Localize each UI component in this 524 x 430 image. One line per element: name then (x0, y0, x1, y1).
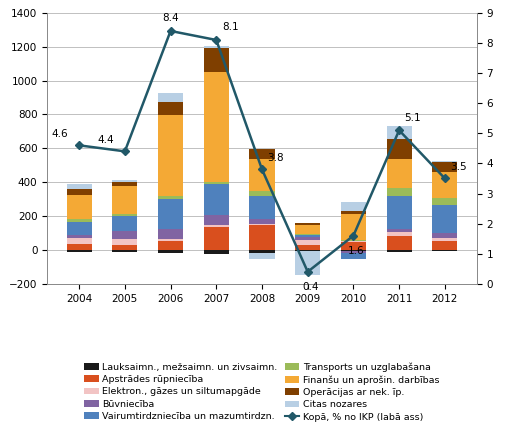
Bar (387, 139, 412, 159)
Bar (67, 234, 92, 238)
Bar (112, 239, 137, 245)
Bar (158, 242, 183, 250)
Bar (112, 250, 137, 252)
Bar (249, 149, 275, 159)
Bar (341, 243, 366, 250)
Bar (67, 189, 92, 195)
Bar (112, 216, 137, 230)
Bar (158, 92, 183, 102)
Bar (158, 199, 183, 229)
Bar (341, 240, 366, 241)
Bar (112, 245, 137, 250)
Bar (341, 211, 366, 214)
Bar (387, 159, 412, 188)
Bar (295, 240, 320, 245)
Bar (432, 205, 457, 233)
Bar (387, 188, 412, 197)
Bar (204, 182, 229, 184)
Bar (67, 219, 92, 222)
Bar (112, 230, 137, 239)
Bar (158, 229, 183, 239)
Bar (295, 234, 320, 235)
Legend: Lauksaimn., mežsaimn. un zivsaimn., Apstrādes rūpniecība, Elektron., gāzes un si: Lauksaimn., mežsaimn. un zivsaimn., Apst… (81, 359, 443, 425)
Bar (295, 245, 320, 250)
Bar (67, 244, 92, 250)
Bar (67, 195, 92, 219)
Bar (432, 161, 457, 163)
Bar (112, 180, 137, 182)
Bar (341, 253, 366, 259)
Text: 4.6: 4.6 (51, 129, 68, 139)
Bar (295, 235, 320, 237)
Bar (204, 46, 229, 48)
Bar (341, 250, 366, 251)
Text: 8.1: 8.1 (222, 22, 238, 32)
Bar (112, 214, 137, 216)
Bar (158, 197, 183, 199)
Bar (341, 214, 366, 240)
Bar (432, 250, 457, 251)
Bar (295, 237, 320, 240)
Bar (432, 172, 457, 199)
Bar (249, 191, 275, 196)
Bar (387, 233, 412, 236)
Bar (249, 250, 275, 253)
Bar (387, 197, 412, 230)
Bar (204, 215, 229, 225)
Bar (295, 250, 320, 251)
Bar (249, 219, 275, 224)
Bar (387, 126, 412, 139)
Bar (112, 186, 137, 214)
Bar (295, 223, 320, 225)
Bar (341, 241, 366, 243)
Bar (249, 253, 275, 259)
Bar (204, 184, 229, 215)
Bar (295, 225, 320, 234)
Text: 5.1: 5.1 (405, 113, 421, 123)
Bar (432, 238, 457, 241)
Bar (432, 163, 457, 172)
Bar (204, 72, 229, 182)
Bar (432, 199, 457, 205)
Bar (387, 250, 412, 252)
Text: 0.4: 0.4 (302, 282, 319, 292)
Bar (432, 233, 457, 238)
Bar (158, 115, 183, 197)
Bar (67, 184, 92, 189)
Text: 3.5: 3.5 (451, 162, 467, 172)
Text: 8.4: 8.4 (162, 13, 179, 23)
Bar (341, 202, 366, 211)
Bar (67, 238, 92, 244)
Text: 3.8: 3.8 (268, 153, 284, 163)
Bar (158, 239, 183, 242)
Bar (295, 251, 320, 275)
Bar (387, 230, 412, 233)
Bar (204, 48, 229, 72)
Text: 1.6: 1.6 (348, 246, 365, 256)
Bar (249, 225, 275, 250)
Bar (249, 196, 275, 219)
Bar (204, 225, 229, 227)
Bar (341, 251, 366, 253)
Bar (67, 250, 92, 252)
Bar (112, 182, 137, 186)
Bar (432, 241, 457, 250)
Bar (387, 236, 412, 250)
Bar (158, 102, 183, 115)
Bar (249, 159, 275, 191)
Bar (204, 250, 229, 254)
Bar (67, 222, 92, 234)
Bar (204, 227, 229, 250)
Bar (249, 224, 275, 225)
Bar (158, 250, 183, 253)
Text: 4.4: 4.4 (97, 135, 114, 145)
